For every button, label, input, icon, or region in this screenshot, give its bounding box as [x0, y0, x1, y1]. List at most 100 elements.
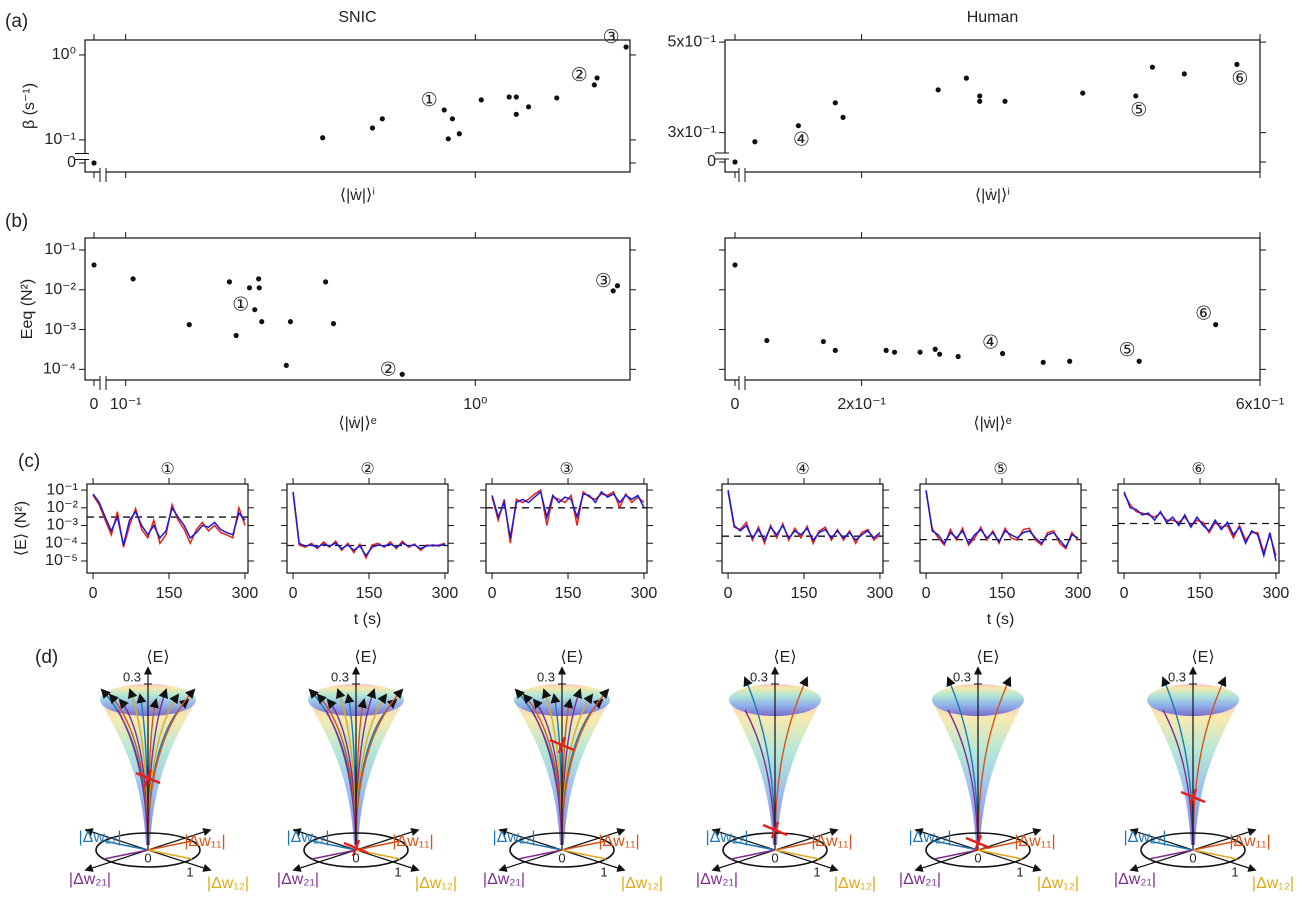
x-axis-label: ⟨|ẇ|⟩ⁱ	[340, 187, 375, 204]
data-point	[623, 44, 629, 50]
panel-label: (a)	[5, 11, 28, 32]
data-point	[594, 75, 600, 81]
data-point	[1213, 322, 1219, 328]
energy-axis-label: ⟨E⟩	[560, 649, 583, 666]
weight-ray	[977, 840, 1023, 851]
x-tick-label: 10⁻¹	[110, 396, 142, 413]
data-point	[1234, 61, 1240, 67]
data-point	[287, 319, 294, 325]
unit-label: 1	[394, 864, 401, 879]
data-point	[955, 353, 961, 360]
trajectory	[561, 688, 610, 846]
weight-label: |Δw₂₁|	[69, 871, 111, 888]
data-point	[246, 285, 253, 291]
x-tick-label: 150	[1187, 585, 1214, 602]
x-tick-label: 150	[356, 585, 383, 602]
weight-label: |Δw₁₂|	[1037, 875, 1079, 892]
point-label: ②	[571, 65, 588, 86]
data-point	[977, 93, 983, 99]
chart-title: Human	[967, 9, 1019, 26]
data-point	[891, 349, 898, 355]
energy-tick-label: 0.3	[953, 669, 971, 684]
weight-label: |Δw₁₁|	[811, 833, 852, 850]
trajectory	[355, 688, 404, 846]
weight-label: |Δw₂₂|	[909, 829, 952, 846]
weight-label: |Δw₂₂|	[287, 829, 330, 846]
plot-frame	[84, 39, 631, 173]
cross	[557, 736, 567, 754]
x-tick-label: 0	[89, 585, 98, 602]
data-point	[91, 262, 97, 268]
energy-axis-label: ⟨E⟩	[354, 649, 377, 666]
weight-ray	[147, 840, 193, 851]
funnel-diagram: ⟨E⟩ 0.3 |Δw₂₂| |Δw₁₁| |Δw₂₁| |Δw₁₂| 0 1	[277, 649, 457, 892]
x-tick-label: 0	[90, 396, 99, 413]
axis-break	[739, 378, 745, 390]
x-tick-label: 0	[724, 585, 733, 602]
weight-label: |Δw₂₂|	[79, 829, 122, 846]
weight-ray	[517, 840, 563, 851]
energy-tick-label: 0.3	[123, 669, 141, 684]
data-line	[491, 490, 645, 539]
point-label: ⑥	[1195, 304, 1212, 325]
trajectory	[1162, 709, 1194, 846]
chart-title: ③	[559, 461, 573, 478]
weight-ray	[355, 840, 401, 851]
weight-ray	[774, 840, 820, 851]
y-tick-label: 10⁻³	[44, 321, 76, 338]
data-point	[259, 319, 265, 325]
data-point	[840, 114, 846, 120]
chart-title: ①	[160, 461, 174, 478]
y-tick-label: 10⁻¹	[46, 481, 78, 498]
data-point	[320, 135, 326, 141]
weight-ray	[103, 840, 149, 851]
data-point	[330, 321, 337, 327]
chart-title: ⑤	[993, 461, 1007, 478]
data-point	[233, 332, 239, 339]
point-label: ②	[380, 359, 397, 380]
plot-frame	[724, 237, 1261, 381]
y-tick-label: 10⁻²	[46, 499, 78, 516]
x-tick-label: 150	[156, 585, 183, 602]
trajectory	[744, 709, 776, 846]
y-tick-label: 10⁻⁴	[45, 534, 78, 551]
data-point	[832, 347, 838, 353]
data-point	[977, 98, 983, 104]
weight-ray	[1148, 849, 1194, 860]
weight-ray	[730, 849, 776, 860]
cross	[143, 769, 153, 787]
weight-label: |Δw₂₂|	[1124, 829, 1167, 846]
unit-label: 1	[1016, 864, 1023, 879]
y-axis-label: β (s⁻¹)	[21, 83, 38, 129]
data-point	[513, 111, 519, 117]
weight-label: |Δw₂₁|	[277, 871, 319, 888]
plot-frame	[721, 483, 884, 574]
data-point	[1149, 64, 1156, 70]
unit-label: 1	[813, 864, 820, 879]
axis-break	[715, 153, 727, 159]
weight-label: |Δw₁₂|	[1252, 875, 1294, 892]
panel-label: (c)	[18, 451, 40, 472]
data-point	[999, 350, 1006, 357]
y-tick-label: 10⁻⁴	[43, 361, 76, 378]
x-tick-label: 6x10⁻¹	[1236, 396, 1284, 413]
weight-label: |Δw₁₂|	[621, 875, 663, 892]
weight-label: |Δw₁₁|	[184, 833, 225, 850]
x-tick-label: 150	[555, 585, 582, 602]
x-tick-label: 300	[1065, 585, 1092, 602]
x-tick-label: 300	[867, 585, 894, 602]
data-point	[732, 262, 738, 268]
weight-ray	[103, 849, 149, 860]
x-tick-label: 0	[731, 396, 740, 413]
x-axis-label: ⟨|ẇ|⟩ⁱ	[975, 187, 1010, 204]
data-point	[752, 139, 758, 145]
x-tick-label: 150	[989, 585, 1016, 602]
point-label: ⑤	[1130, 100, 1147, 121]
trajectory	[325, 709, 357, 846]
data-point	[554, 95, 560, 101]
origin-label: 0	[771, 850, 778, 865]
cross	[1188, 788, 1198, 806]
y-tick-label: 0	[707, 153, 716, 170]
weight-ray	[311, 849, 357, 860]
